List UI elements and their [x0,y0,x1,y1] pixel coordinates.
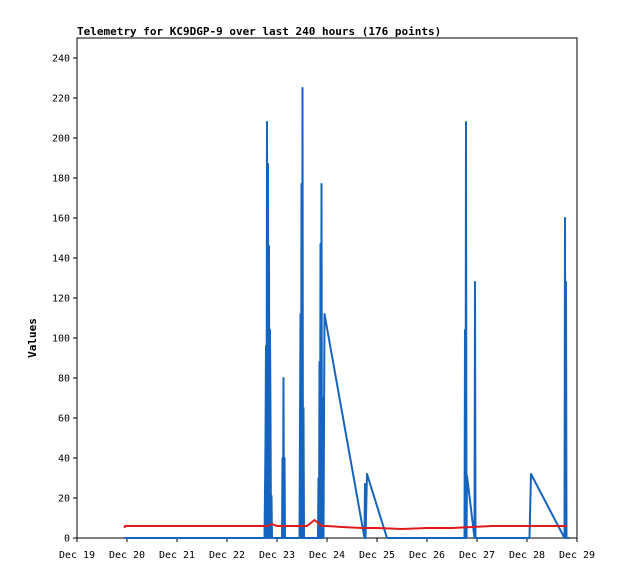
x-tick-label: Dec 23 [259,550,295,561]
series-group [123,87,570,539]
series-line-2 [123,519,567,530]
y-axis-label: Values [26,318,39,358]
y-tick-label: 180 [52,174,70,185]
plot-area [76,37,578,539]
y-tick-label: 140 [52,254,70,265]
y-tick-label: 200 [52,134,70,145]
x-tick-label: Dec 21 [159,550,195,561]
y-tick-label: 80 [58,374,70,385]
x-tick-label: Dec 20 [109,550,145,561]
x-tick-label: Dec 28 [509,550,545,561]
y-tick-label: 160 [52,214,70,225]
y-axis: 0 20 40 60 80 100 120 140 160 180 200 220 240 [52,54,77,545]
x-tick-label: Dec 25 [359,550,395,561]
y-tick-label: 100 [52,334,70,345]
y-tick-label: 120 [52,294,70,305]
x-tick-label: Dec 26 [409,550,445,561]
x-tick-label: Dec 19 [59,550,95,561]
x-tick-label: Dec 24 [309,550,345,561]
x-tick-label: Dec 27 [459,550,495,561]
x-axis: Dec 19 Dec 20 Dec 21 Dec 22 Dec 23 Dec 24 Dec … [59,538,595,561]
y-tick-label: 0 [64,534,70,545]
y-tick-label: 60 [58,414,70,425]
y-tick-label: 220 [52,94,70,105]
y-tick-label: 40 [58,454,70,465]
y-tick-label: 240 [52,54,70,65]
chart-title: Telemetry for KC9DGP-9 over last 240 hou… [77,25,441,38]
x-tick-label: Dec 22 [209,550,245,561]
x-tick-label: Dec 29 [559,550,595,561]
series-line-1 [124,87,570,539]
y-tick-label: 20 [58,494,70,505]
